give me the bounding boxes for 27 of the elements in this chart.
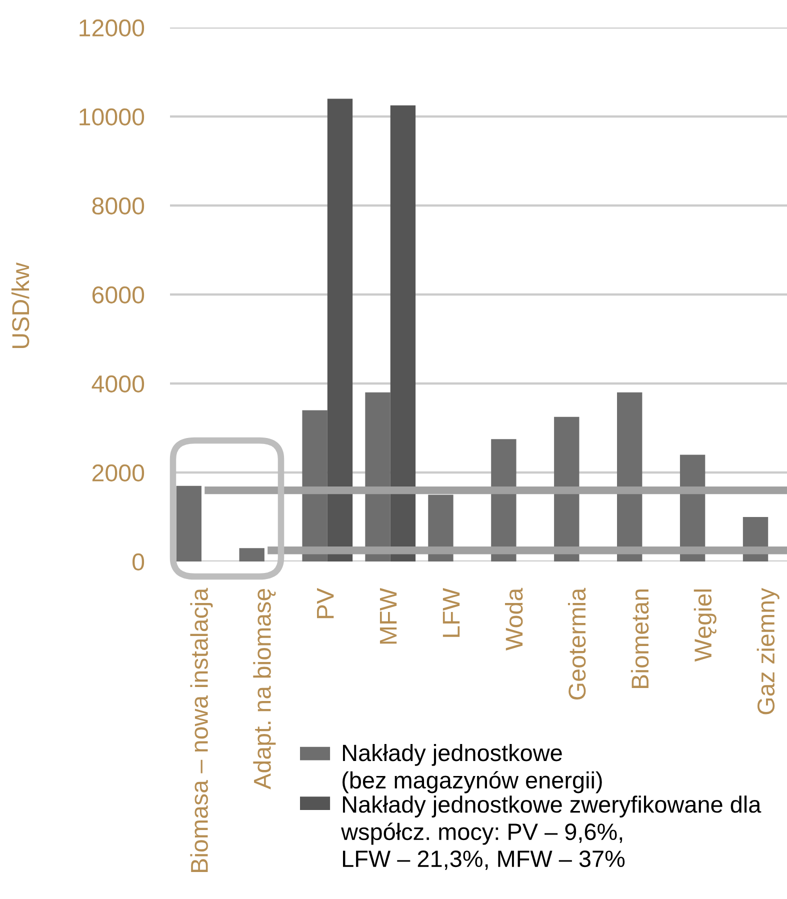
y-tick-label: 6000: [92, 286, 144, 304]
x-tick-label: Węgiel: [694, 590, 716, 662]
y-tick-label: 12000: [80, 19, 144, 36]
x-tick-label: Geotermia: [568, 588, 586, 700]
y-tick-label: 10000: [80, 108, 144, 126]
x-tick-label: Woda: [505, 588, 523, 650]
bar: [617, 392, 642, 562]
bar: [239, 548, 264, 562]
y-axis-title: USD/kw: [11, 262, 30, 348]
x-tick-label: Gaz ziemny: [756, 588, 780, 714]
y-tick-label: 4000: [92, 375, 144, 392]
y-tick-label: 0: [132, 553, 144, 570]
bar: [176, 486, 202, 562]
legend-label: Nakłady jednostkowe (bez magazynów energii): [342, 744, 602, 794]
x-tick-label: Adapt. na biomasę: [253, 588, 276, 790]
bar: [302, 410, 328, 562]
bar: [327, 98, 353, 562]
y-tick-label: 8000: [92, 197, 144, 214]
x-tick-label: MFW: [380, 588, 397, 644]
bar: [390, 105, 416, 562]
x-tick-label: PV: [317, 588, 334, 618]
x-tick-label: Biometan: [630, 589, 649, 688]
y-tick-label: 2000: [92, 464, 144, 482]
x-tick-label: Biomasa – nowa instalacja: [190, 588, 213, 872]
legend-label: Nakłady jednostkowe zweryfikowane dla współcz. mocy: PV – 9,6%, LFW – 21,3%, MFW – 37%: [341, 796, 762, 870]
bar: [365, 392, 390, 562]
x-tick-label: LFW: [442, 588, 460, 637]
